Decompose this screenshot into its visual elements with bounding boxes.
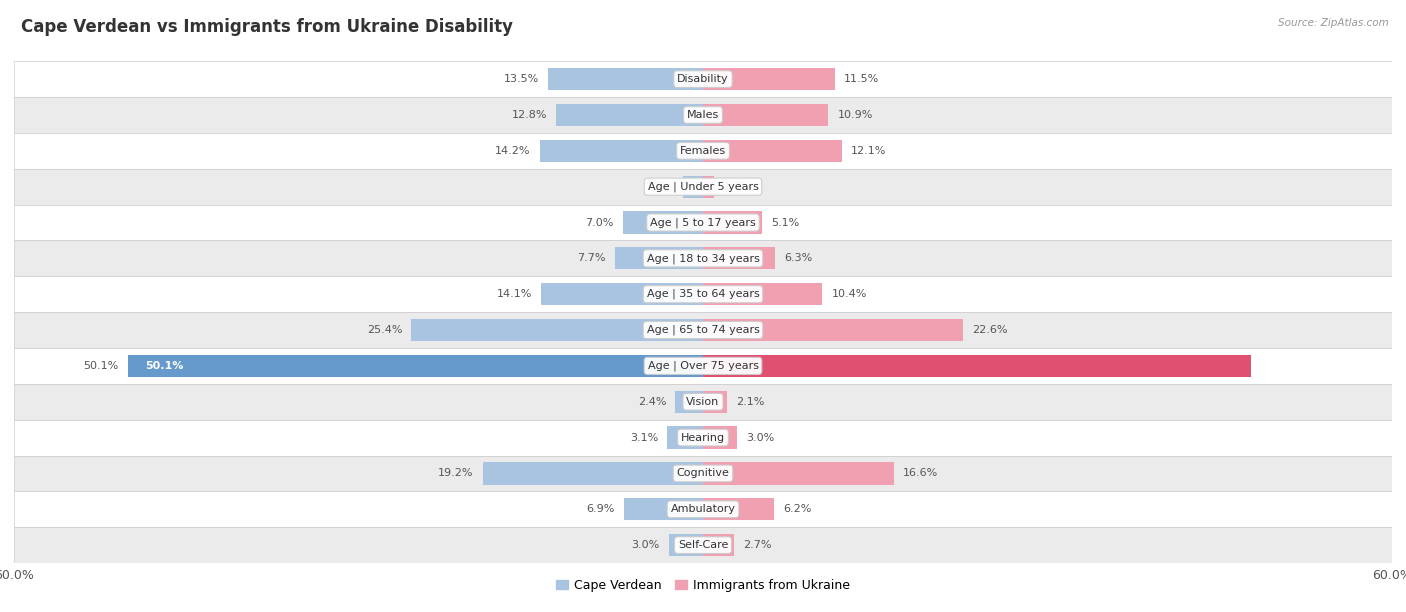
Bar (703, 211, 762, 234)
Text: 10.9%: 10.9% (838, 110, 873, 120)
Bar (703, 247, 775, 269)
Text: 1.7%: 1.7% (645, 182, 675, 192)
Bar (614, 247, 703, 269)
Text: 12.8%: 12.8% (512, 110, 547, 120)
Bar (675, 390, 703, 413)
Bar (14, 276, 1392, 312)
Bar (703, 68, 835, 90)
Text: 6.9%: 6.9% (586, 504, 614, 514)
Bar (412, 319, 703, 341)
Bar (703, 319, 963, 341)
Text: 47.7%: 47.7% (1260, 361, 1299, 371)
Bar (703, 427, 738, 449)
Text: 16.6%: 16.6% (903, 468, 938, 479)
Bar (14, 97, 1392, 133)
Text: 11.5%: 11.5% (844, 74, 880, 84)
Bar (703, 283, 823, 305)
Text: 50.1%: 50.1% (83, 361, 118, 371)
Text: 13.5%: 13.5% (503, 74, 538, 84)
Bar (548, 68, 703, 90)
Text: Cognitive: Cognitive (676, 468, 730, 479)
Text: 3.1%: 3.1% (630, 433, 658, 442)
Text: Vision: Vision (686, 397, 720, 407)
Text: Females: Females (681, 146, 725, 156)
Text: 6.2%: 6.2% (783, 504, 811, 514)
Bar (14, 384, 1392, 420)
Bar (703, 390, 727, 413)
Bar (624, 498, 703, 520)
Text: Ambulatory: Ambulatory (671, 504, 735, 514)
Bar (14, 169, 1392, 204)
Text: 3.0%: 3.0% (747, 433, 775, 442)
Text: 2.1%: 2.1% (737, 397, 765, 407)
Text: Age | 65 to 74 years: Age | 65 to 74 years (647, 325, 759, 335)
Text: Age | Under 5 years: Age | Under 5 years (648, 181, 758, 192)
Legend: Cape Verdean, Immigrants from Ukraine: Cape Verdean, Immigrants from Ukraine (551, 574, 855, 597)
Bar (14, 420, 1392, 455)
Bar (703, 140, 842, 162)
Bar (669, 534, 703, 556)
Text: 7.0%: 7.0% (585, 217, 613, 228)
Text: 12.1%: 12.1% (851, 146, 887, 156)
Text: 5.1%: 5.1% (770, 217, 799, 228)
Bar (623, 211, 703, 234)
Text: Source: ZipAtlas.com: Source: ZipAtlas.com (1278, 18, 1389, 28)
Text: 22.6%: 22.6% (972, 325, 1007, 335)
Bar (703, 462, 894, 485)
Bar (703, 355, 1251, 377)
Text: 50.1%: 50.1% (145, 361, 183, 371)
Bar (14, 491, 1392, 527)
Text: Age | 35 to 64 years: Age | 35 to 64 years (647, 289, 759, 299)
Text: Self-Care: Self-Care (678, 540, 728, 550)
Bar (14, 348, 1392, 384)
Bar (703, 498, 775, 520)
Bar (14, 312, 1392, 348)
Bar (14, 527, 1392, 563)
Bar (14, 204, 1392, 241)
Bar (482, 462, 703, 485)
Text: Cape Verdean vs Immigrants from Ukraine Disability: Cape Verdean vs Immigrants from Ukraine … (21, 18, 513, 36)
Bar (14, 133, 1392, 169)
Text: Males: Males (688, 110, 718, 120)
Bar (14, 455, 1392, 491)
Text: 2.4%: 2.4% (638, 397, 666, 407)
Text: Hearing: Hearing (681, 433, 725, 442)
Text: 19.2%: 19.2% (437, 468, 474, 479)
Bar (683, 176, 703, 198)
Text: Age | 5 to 17 years: Age | 5 to 17 years (650, 217, 756, 228)
Text: 14.2%: 14.2% (495, 146, 531, 156)
Bar (703, 176, 714, 198)
Bar (14, 61, 1392, 97)
Bar (703, 104, 828, 126)
Bar (541, 283, 703, 305)
Bar (540, 140, 703, 162)
Text: 3.0%: 3.0% (631, 540, 659, 550)
Text: 7.7%: 7.7% (576, 253, 606, 263)
Text: 25.4%: 25.4% (367, 325, 402, 335)
Text: 14.1%: 14.1% (496, 289, 531, 299)
Text: Age | Over 75 years: Age | Over 75 years (648, 360, 758, 371)
Text: 1.0%: 1.0% (724, 182, 752, 192)
Text: Disability: Disability (678, 74, 728, 84)
Text: 10.4%: 10.4% (831, 289, 868, 299)
Bar (555, 104, 703, 126)
Bar (14, 241, 1392, 276)
Bar (668, 427, 703, 449)
Bar (703, 534, 734, 556)
Bar (128, 355, 703, 377)
Text: 2.7%: 2.7% (744, 540, 772, 550)
Text: Age | 18 to 34 years: Age | 18 to 34 years (647, 253, 759, 264)
Text: 6.3%: 6.3% (785, 253, 813, 263)
